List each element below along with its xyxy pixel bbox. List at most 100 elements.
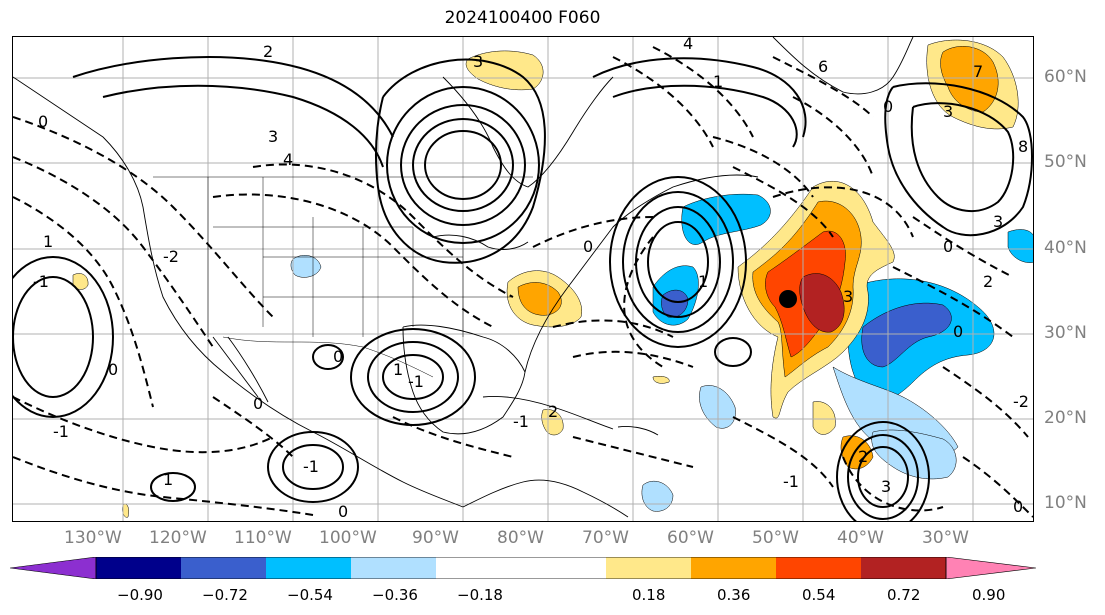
lon-label: 30°W — [922, 528, 969, 548]
lon-label: 70°W — [582, 528, 629, 548]
colorbar — [10, 557, 1036, 579]
positive-shade-small-1 — [652, 375, 670, 384]
contour-label: 0 — [883, 97, 893, 116]
colorbar-segment — [776, 557, 861, 579]
baja-california — [212, 336, 269, 403]
contour-label: 0 — [333, 347, 343, 366]
map-title: 2024100400 F060 — [444, 8, 601, 28]
contour-label: 0 — [108, 360, 118, 379]
lat-label: 10°N — [1044, 493, 1087, 513]
contour-label: 3 — [268, 127, 278, 146]
lon-label: 40°W — [837, 528, 884, 548]
east-coast — [524, 174, 759, 373]
contour-label: 4 — [283, 150, 293, 169]
contour-label: 4 — [683, 37, 693, 53]
negative-core-atlantic — [861, 302, 952, 368]
colorbar-tick-label: 0.18 — [632, 586, 666, 604]
contour-label: -2 — [163, 247, 179, 266]
colorbar-tick-label: 0.72 — [887, 586, 921, 604]
contour-label: 3 — [843, 287, 853, 306]
colorbar-tick-label: 0.54 — [802, 586, 836, 604]
contour-label: -1 — [783, 472, 799, 491]
map-canvas: 3 4 3 2 0 1 -1 0 0 1 2 3 6 7 1 8 4 0 -1 … — [13, 37, 1033, 521]
lat-label: 20°N — [1044, 408, 1087, 428]
political-borders — [153, 176, 533, 378]
contour-label: -1 — [303, 457, 319, 476]
contour-label: 3 — [881, 477, 891, 496]
contour-label: -1 — [408, 372, 424, 391]
colorbar-segment — [96, 557, 181, 579]
storm-center-marker — [779, 290, 797, 308]
negative-shade-caribbean — [641, 480, 674, 512]
positive-mid-carolina — [517, 282, 562, 316]
low-center-tropical — [857, 446, 909, 508]
colorbar-tick-label: −0.90 — [117, 586, 163, 604]
colorbar-tick-label: −0.18 — [457, 586, 503, 604]
negative-core-west-atlantic — [661, 289, 689, 318]
lat-label: 40°N — [1044, 238, 1087, 258]
contour-label: 3 — [473, 52, 483, 71]
lon-label: 80°W — [497, 528, 544, 548]
high-center-pacific — [13, 276, 94, 398]
dashed-contours — [13, 46, 1033, 518]
contour-label: -1 — [513, 412, 529, 431]
contour-label: 2 — [263, 42, 273, 61]
colorbar-segment — [606, 557, 691, 579]
contour-label: 2 — [983, 272, 993, 291]
lon-label: 90°W — [412, 528, 459, 548]
lat-label: 60°N — [1044, 67, 1087, 87]
great-lakes — [432, 234, 529, 250]
colorbar-tick-label: 0.36 — [717, 586, 751, 604]
contour-label: 1 — [393, 360, 403, 379]
colorbar-tick-label: −0.72 — [202, 586, 248, 604]
hispaniola — [617, 426, 659, 436]
positive-core-central-atlantic — [799, 273, 845, 333]
colorbar-segment — [351, 557, 436, 579]
lon-label: 130°W — [64, 528, 122, 548]
lon-label: 50°W — [752, 528, 799, 548]
map-panel[interactable]: 3 4 3 2 0 1 -1 0 0 1 2 3 6 7 1 8 4 0 -1 … — [12, 36, 1034, 522]
contour-label: 0 — [338, 502, 348, 521]
cuba — [482, 396, 614, 430]
high-center-east-pacific — [282, 444, 344, 490]
lon-label: 110°W — [234, 528, 292, 548]
central-america — [462, 479, 629, 518]
contour-label: 0 — [953, 322, 963, 341]
high-center-gulf — [382, 354, 444, 400]
colorbar-segment — [436, 557, 606, 579]
colorbar-segment — [266, 557, 351, 579]
contour-label: 1 — [698, 272, 708, 291]
lon-label: 60°W — [667, 528, 714, 548]
lat-label: 50°N — [1044, 152, 1087, 172]
contour-label: 2 — [858, 447, 868, 466]
lon-label: 120°W — [149, 528, 207, 548]
contour-label: -2 — [1013, 392, 1029, 411]
colorbar-segment — [861, 557, 946, 579]
lon-label: 100°W — [319, 528, 377, 548]
contour-label: 2 — [548, 402, 558, 421]
contour-label: 7 — [973, 62, 983, 81]
contour-label: 6 — [818, 57, 828, 76]
hudson-bay — [442, 76, 614, 188]
contour-label: 1 — [163, 470, 173, 489]
coastlines — [13, 37, 914, 518]
colorbar-tick-label: −0.36 — [372, 586, 418, 604]
negative-shade-lower-east — [871, 429, 957, 480]
contour-label: 3 — [993, 212, 1003, 231]
contour-label: 0 — [38, 112, 48, 131]
colorbar-segment — [691, 557, 776, 579]
colorbar-tick-label: −0.54 — [287, 586, 333, 604]
contour-label: 0 — [943, 237, 953, 256]
colorbar-tick-label: 0.90 — [972, 586, 1006, 604]
low-center-west-atlantic — [647, 221, 709, 303]
contour-label: 8 — [1018, 137, 1028, 156]
negative-shade-east-edge — [1007, 229, 1033, 263]
contour-label-group: 3 4 3 2 0 1 -1 0 0 1 2 3 6 7 1 8 4 0 -1 … — [33, 37, 1029, 521]
greenland-coast — [772, 37, 914, 95]
contour-label: 1 — [713, 72, 723, 91]
positive-shade-tropical — [812, 401, 836, 435]
colorbar-segment — [181, 557, 266, 579]
contour-label: -1 — [33, 272, 49, 291]
north-america-west-coast — [13, 76, 464, 508]
contour-label: 3 — [943, 102, 953, 121]
